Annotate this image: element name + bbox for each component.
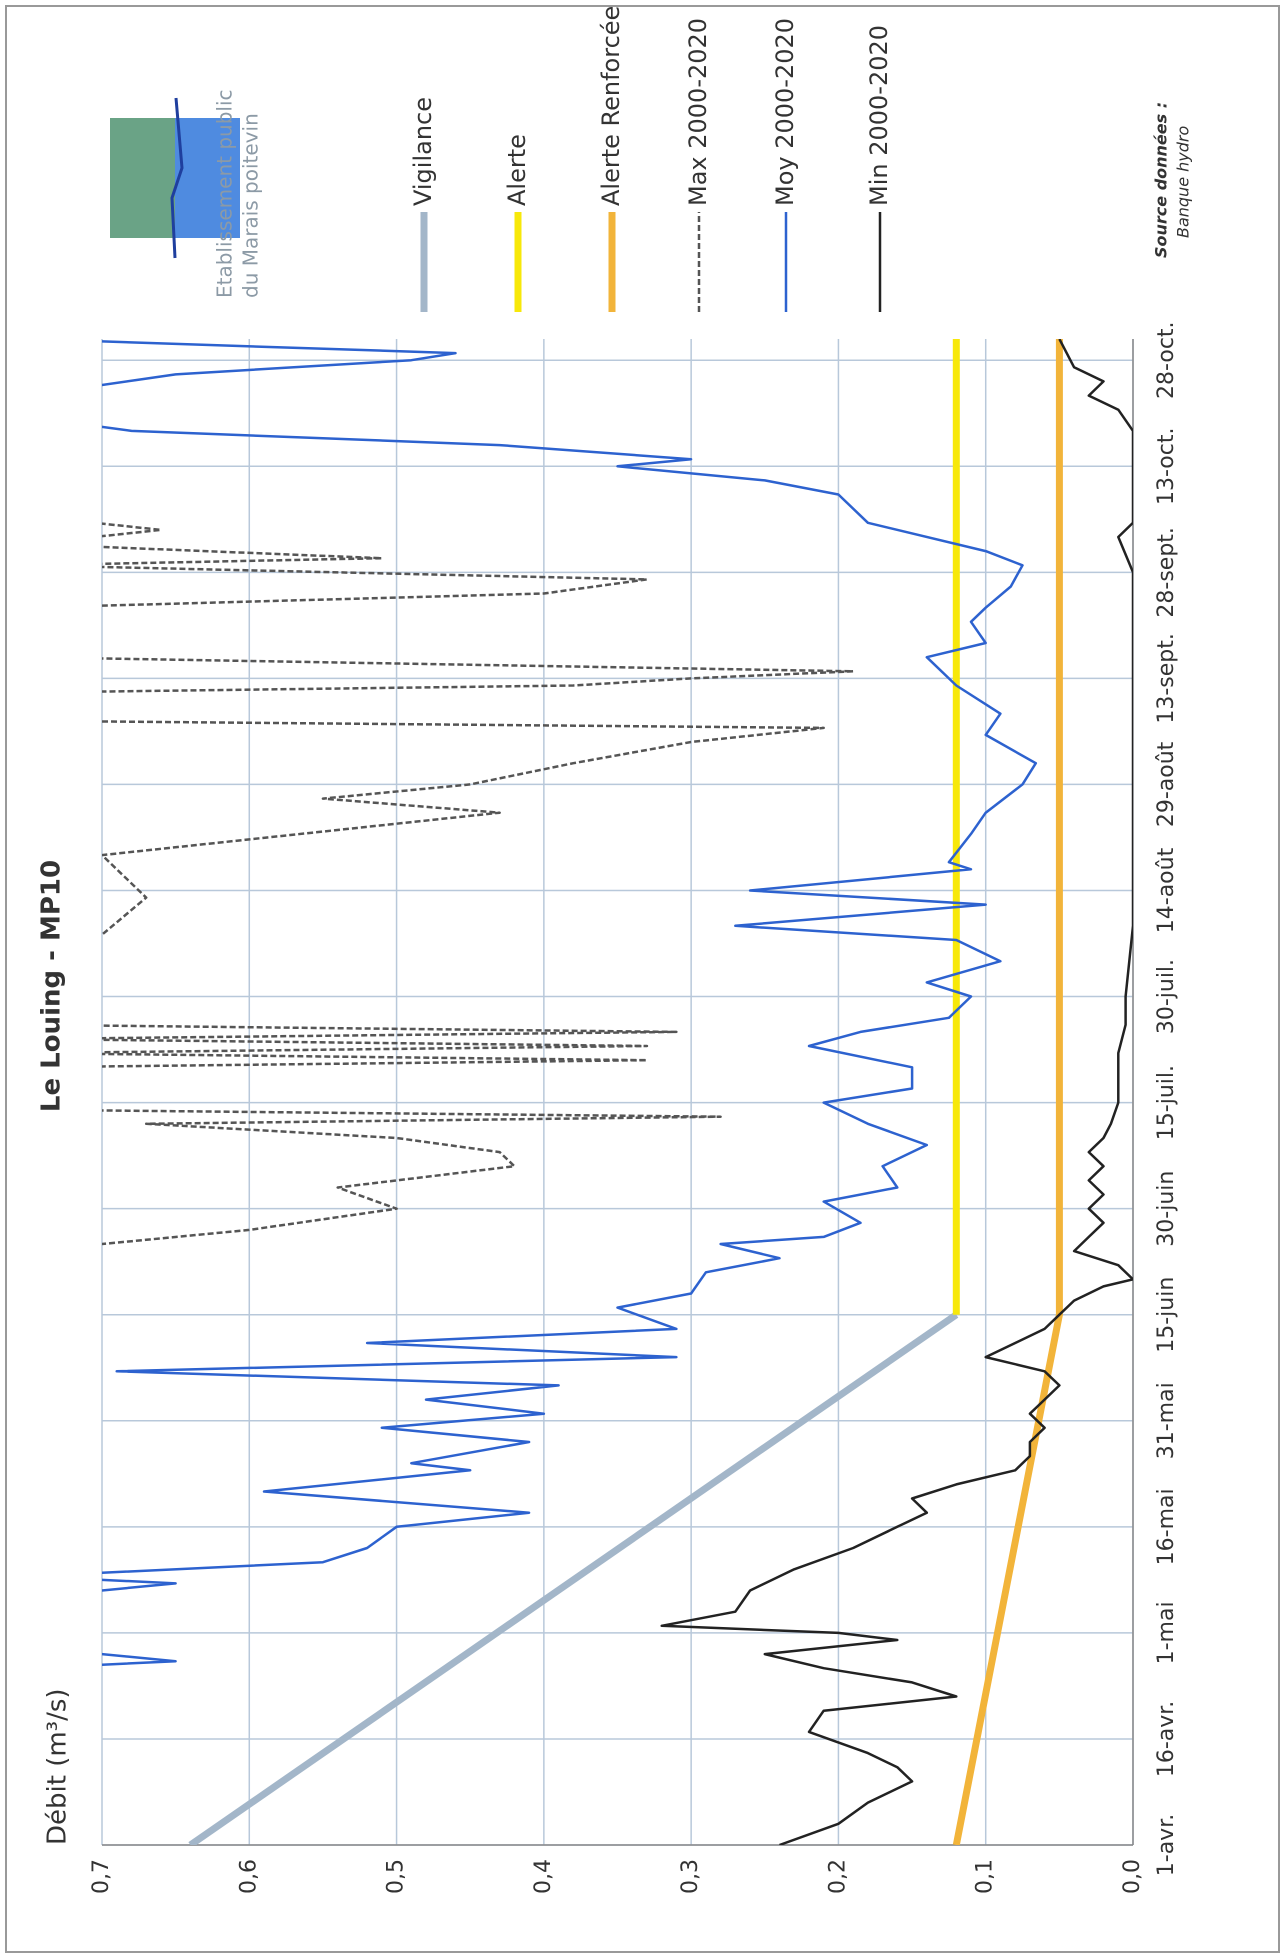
x-tick-label: 28-sept. [1154,527,1179,618]
x-tick-label: 31-mai [1154,1382,1179,1459]
y-tick-label: 0,2 [825,1859,850,1894]
source: Banque hydro [1174,126,1193,238]
series-line [102,339,1038,1845]
y-tick-label: 0,6 [236,1859,261,1894]
series-line [188,1311,959,1845]
series-line [102,501,855,1253]
x-tick-label: 30-juil. [1154,959,1179,1034]
legend-label: Vigilance [409,97,437,206]
logo [170,97,184,259]
chart-title: Le Louing - MP10 [37,860,67,1112]
plot [102,339,1133,1845]
legend-label: Min 2000-2020 [865,25,893,206]
y-tick-label: 0,4 [531,1859,556,1894]
legend-label: Alerte [503,134,531,206]
x-tick-label: 28-oct. [1154,321,1179,399]
x-tick-label: 15-juin [1154,1277,1179,1353]
series-line [952,339,1063,1845]
x-tick-label: 30-juin [1154,1171,1179,1247]
x-tick-label: 16-avr. [1154,1701,1179,1777]
x-tick-label: 13-sept. [1154,633,1179,724]
y-tick-label: 0,1 [973,1859,998,1894]
legend-label: Moy 2000-2020 [771,18,799,206]
y-tick-label: 0,7 [89,1859,114,1894]
y-axis-label: Débit (m³/s) [43,1688,73,1845]
logo-text: Etablissement public [213,89,237,298]
series-line [660,339,1133,1845]
x-tick-label: 14-août [1154,847,1179,933]
x-tick-label: 13-oct. [1154,428,1179,506]
y-tick-label: 0,0 [1120,1859,1145,1894]
x-tick-label: 29-août [1154,741,1179,827]
x-tick-label: 1-mai [1154,1601,1179,1664]
frame [5,5,1280,1953]
y-tick-label: 0,5 [384,1859,409,1894]
logo [110,118,175,238]
logo-text: du Marais poitevin [239,113,263,298]
legend-label: Alerte Renforcée [597,6,625,206]
x-tick-label: 16-mai [1154,1488,1179,1565]
x-tick-label: 15-juil. [1154,1065,1179,1140]
source: Source données : [1152,102,1171,258]
legend-label: Max 2000-2020 [684,18,712,206]
y-tick-label: 0,3 [678,1859,703,1894]
x-tick-label: 1-avr. [1154,1814,1179,1876]
